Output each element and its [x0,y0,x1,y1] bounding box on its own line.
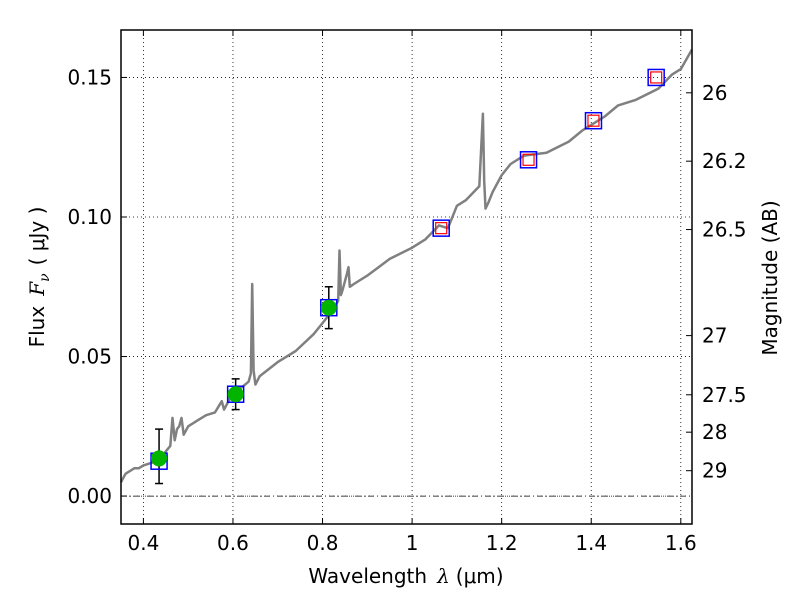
model-square-4 [519,151,538,169]
model-square-3 [432,219,450,237]
y-axis-ticks: 0.00 0.05 0.10 0.15 [67,65,127,508]
photometry-markers [150,68,665,470]
y-tick-label-2: 0.10 [67,205,112,229]
x-tick-label-6: 1.6 [665,531,697,555]
y2-tick-label-0: 26 [702,81,727,105]
observed-point-1 [227,386,244,403]
predicted-square-0 [435,222,448,235]
y-tick-label-1: 0.05 [67,345,112,369]
grid-lines [121,30,692,524]
y2-tick-label-2: 26.5 [702,218,747,242]
predicted-square-1 [522,153,535,166]
plot-frame [120,29,693,525]
y-axis-label: FluxFν( μJy ) [25,207,53,348]
x-axis-ticks: 0.4 0.6 0.8 1 1.2 1.4 1.6 [127,30,697,555]
y2-axis-label: Magnitude (AB) [758,200,782,355]
predicted-square-3 [650,71,663,84]
x-tick-label-0: 0.4 [127,531,159,555]
predicted-square-2 [587,114,600,127]
y2-tick-label-1: 26.2 [702,149,747,173]
y-tick-label-3: 0.15 [67,65,112,89]
model-square-5 [584,111,603,130]
spectrum-line [119,48,694,483]
y2-axis-ticks: 26 26.2 26.5 27 27.5 28 29 [686,81,747,483]
x-tick-label-1: 0.6 [217,531,249,555]
x-tick-label-2: 0.8 [307,531,339,555]
y2-tick-label-4: 27.5 [702,383,747,407]
observed-point-0 [151,450,168,467]
y2-tick-label-5: 28 [702,420,727,444]
y-tick-label-0: 0.00 [67,484,112,508]
x-tick-label-4: 1.2 [486,531,518,555]
x-axis-label: Wavelength λ (μm) [308,564,503,588]
x-tick-label-3: 1 [406,531,419,555]
y2-tick-label-3: 27 [702,324,727,348]
spectrum-series [119,48,694,483]
model-square-6 [647,68,665,87]
x-tick-label-5: 1.4 [575,531,607,555]
observed-point-2 [320,299,337,316]
y2-tick-label-6: 29 [702,459,727,483]
